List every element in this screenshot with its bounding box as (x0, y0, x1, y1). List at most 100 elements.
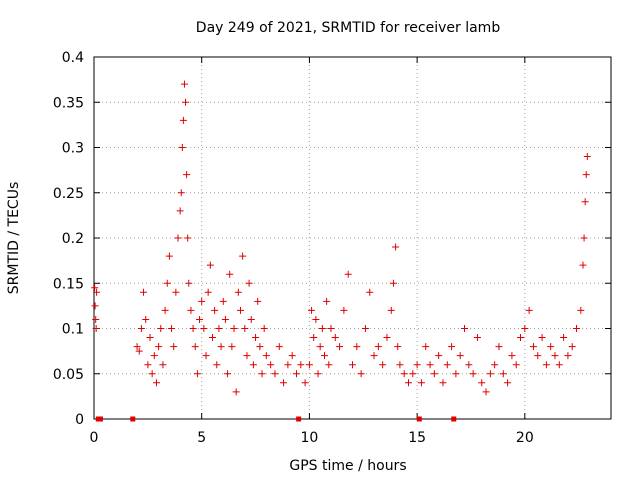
data-point (521, 325, 529, 332)
data-point (361, 325, 369, 332)
data-point (174, 234, 182, 242)
data-point (165, 252, 173, 260)
data-point (224, 370, 232, 378)
x-tick-label: 15 (408, 430, 426, 446)
data-point (204, 288, 212, 296)
data-point (297, 361, 305, 369)
data-point (262, 352, 270, 360)
data-point (469, 370, 477, 378)
data-point (258, 370, 266, 378)
data-point (555, 361, 563, 369)
data-point (267, 361, 275, 369)
data-point (517, 334, 525, 342)
data-point (228, 343, 236, 351)
data-point (568, 343, 576, 351)
data-point (177, 189, 185, 197)
data-point (305, 361, 313, 369)
data-point (344, 270, 352, 278)
data-point (308, 306, 316, 314)
data-point (495, 343, 503, 351)
y-tick-label: 0.05 (53, 367, 84, 383)
data-point (157, 325, 165, 332)
data-point (512, 361, 520, 369)
data-point (349, 361, 356, 369)
data-point (140, 288, 148, 296)
x-axis-label: GPS time / hours (289, 458, 406, 474)
x-tick-label: 5 (197, 430, 206, 446)
data-point (582, 171, 590, 179)
data-point (560, 334, 568, 342)
data-point (189, 325, 197, 332)
data-point (525, 306, 533, 314)
y-tick-label: 0.25 (53, 186, 84, 202)
data-point (155, 343, 163, 351)
data-point (583, 153, 591, 161)
x-tick-label: 10 (301, 430, 319, 446)
data-point (219, 297, 227, 305)
data-point (133, 343, 141, 351)
zero-marker (296, 416, 302, 422)
data-point (137, 325, 145, 332)
data-point (473, 334, 481, 342)
x-tick-label: 20 (516, 430, 534, 446)
data-point (534, 352, 542, 360)
data-point (178, 144, 186, 151)
data-point (202, 352, 210, 360)
data-point (196, 315, 204, 323)
data-point (206, 261, 214, 269)
data-point (142, 315, 150, 323)
data-point (331, 334, 339, 342)
data-point (280, 379, 288, 387)
data-point (221, 315, 229, 323)
data-point (564, 352, 572, 360)
data-point (353, 343, 361, 351)
data-point (318, 325, 326, 332)
data-point (191, 343, 199, 351)
data-point (396, 361, 404, 369)
data-point (325, 361, 333, 369)
data-point (312, 315, 320, 323)
data-point (547, 343, 555, 351)
data-point (241, 325, 249, 332)
data-point (180, 80, 188, 88)
data-point (340, 306, 348, 314)
y-tick-label: 0.3 (62, 141, 84, 157)
data-point (226, 270, 234, 278)
zero-marker (451, 416, 457, 422)
data-point (581, 198, 589, 206)
data-point (193, 370, 201, 378)
data-point (323, 297, 331, 305)
data-point (247, 315, 255, 323)
y-tick-label: 0.4 (62, 50, 84, 66)
data-point (146, 334, 154, 342)
chart-title: Day 249 of 2021, SRMTID for receiver lam… (196, 20, 501, 36)
data-points (91, 80, 591, 396)
data-point (499, 370, 507, 378)
data-point (161, 306, 169, 314)
data-point (443, 361, 451, 369)
y-tick-label: 0.35 (53, 95, 84, 111)
data-point (183, 171, 191, 179)
data-point (215, 325, 223, 332)
data-point (152, 379, 160, 387)
data-point (478, 379, 486, 387)
data-point (208, 334, 216, 342)
data-point (529, 343, 537, 351)
data-point (461, 325, 469, 332)
data-point (491, 361, 499, 369)
data-point (211, 306, 219, 314)
data-point (92, 325, 100, 332)
data-point (236, 306, 244, 314)
data-point (314, 370, 322, 378)
data-point (579, 261, 587, 269)
data-point (370, 352, 378, 360)
y-tick-label: 0.2 (62, 231, 84, 247)
y-tick-label: 0 (75, 412, 84, 428)
data-point (394, 343, 402, 351)
data-point (413, 361, 421, 369)
data-point (252, 334, 260, 342)
data-point (422, 343, 430, 351)
data-point (508, 352, 516, 360)
data-point (239, 252, 247, 260)
data-point (482, 388, 490, 396)
